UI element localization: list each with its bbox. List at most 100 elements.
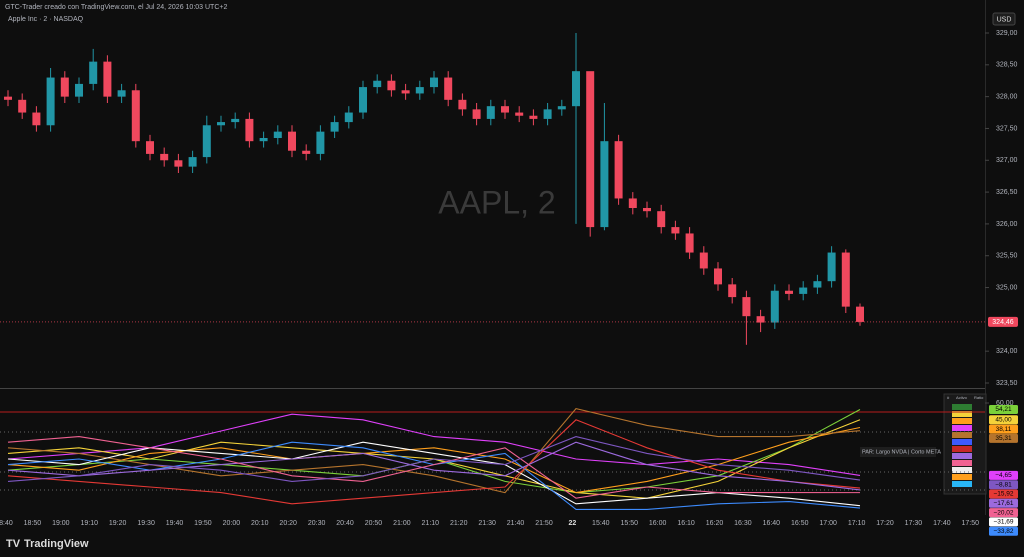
candle-body — [415, 87, 424, 94]
x-tick-label: 19:00 — [52, 520, 70, 527]
candle-body — [202, 125, 211, 158]
value-label: −33,82 — [993, 528, 1013, 535]
candle-body — [46, 77, 55, 126]
symbol-title: Apple Inc · 2 · NASDAQ — [8, 16, 84, 23]
candle-body — [316, 131, 325, 154]
x-tick-label: 21:30 — [478, 520, 496, 527]
candle-body — [146, 141, 154, 154]
candle-body — [529, 115, 538, 119]
y-tick-label: 325,50 — [996, 253, 1018, 260]
annotation: PAR: Largo NVDA | Corto META — [862, 449, 941, 455]
indicator-line — [7, 436, 861, 499]
currency-box[interactable] — [992, 12, 1016, 26]
candle-body — [600, 141, 609, 228]
value-label-box — [989, 424, 1018, 434]
value-label-box — [989, 508, 1018, 518]
value-label-box — [989, 489, 1018, 499]
candle-body — [813, 281, 822, 288]
logo: TV TradingView — [6, 538, 89, 550]
y-tick-label: 326,50 — [996, 189, 1018, 196]
candle-body — [60, 77, 69, 97]
value-label-box — [989, 517, 1018, 527]
candle-body — [699, 252, 708, 269]
brand: TradingView — [24, 538, 89, 550]
candle-body — [799, 287, 808, 294]
x-tick-label: 17:20 — [876, 520, 894, 527]
table-cell — [952, 481, 972, 487]
candle-body — [32, 112, 41, 126]
y-tick-label: 327,50 — [996, 125, 1018, 132]
candle-body — [756, 316, 765, 323]
value-label-box — [989, 433, 1018, 443]
last-price-box — [988, 316, 1018, 327]
x-tick-label: 20:10 — [251, 520, 269, 527]
candle-body — [401, 90, 410, 94]
table-cell — [952, 446, 972, 452]
candle-body — [714, 268, 722, 285]
last-price-label: 324,46 — [992, 319, 1014, 326]
candle-body — [330, 122, 339, 132]
candle-body — [387, 80, 396, 91]
x-tick-label: 17:50 — [962, 520, 980, 527]
watermark: AAPL, 2 — [438, 184, 555, 220]
x-tick-label: 17:00 — [819, 520, 837, 527]
currency[interactable]: USD — [997, 16, 1012, 23]
candle-body — [217, 122, 225, 126]
table-header: # — [947, 395, 950, 400]
x-tick-label: 18:40 — [0, 520, 13, 527]
y-tick-label: 325,00 — [996, 284, 1018, 291]
candle-body — [245, 118, 254, 142]
candle-body — [643, 208, 651, 212]
candle-body — [188, 157, 197, 167]
x-tick-label: 16:50 — [791, 520, 809, 527]
table-cell — [952, 425, 972, 431]
x-tick-label: 17:40 — [933, 520, 951, 527]
candle-body — [344, 112, 353, 123]
x-tick-label: 15:50 — [620, 520, 638, 527]
value-label: 45,00 — [995, 417, 1012, 424]
table-cell — [952, 467, 972, 473]
table-cell — [952, 460, 972, 466]
candle-body — [430, 77, 438, 88]
candle-body — [18, 99, 27, 113]
x-tick-label: 19:50 — [194, 520, 212, 527]
y-tick-label: 60,00 — [996, 400, 1014, 407]
x-tick-label: 16:30 — [734, 520, 752, 527]
value-label-box — [989, 404, 1018, 414]
y-tick-label: 324,00 — [996, 348, 1018, 355]
candle-body — [841, 252, 850, 307]
x-tick-label: 20:30 — [308, 520, 326, 527]
value-label: −4,65 — [995, 472, 1012, 479]
x-tick-label: 20:20 — [279, 520, 297, 527]
candle-body — [657, 211, 666, 228]
x-tick-label: 21:10 — [422, 520, 440, 527]
indicator-line — [7, 436, 861, 482]
y-tick-label: 328,00 — [996, 93, 1018, 100]
candle-body — [614, 141, 623, 199]
candle-body — [742, 297, 751, 317]
candle-body — [117, 90, 126, 97]
table-cell — [952, 418, 972, 424]
x-tick-label: 22 — [569, 520, 577, 527]
indicator-line — [7, 441, 861, 491]
table: # Activo Ratio — [943, 393, 987, 495]
candle-body — [671, 227, 680, 234]
candle-body — [444, 77, 453, 100]
value-label-box — [989, 498, 1018, 508]
candle-body — [458, 99, 467, 110]
candle-body — [89, 61, 98, 84]
x-tick-label: 19:30 — [137, 520, 155, 527]
candle-body — [856, 306, 864, 322]
candle-body — [131, 90, 140, 142]
x-tick-label: 21:50 — [535, 520, 553, 527]
annotation-box — [860, 447, 936, 457]
x-tick-label: 21:20 — [450, 520, 468, 527]
candle-body — [557, 106, 566, 110]
table-cell — [952, 439, 972, 445]
candle-body — [174, 160, 183, 167]
value-label: −20,02 — [993, 509, 1013, 516]
value-label: −8,81 — [995, 481, 1012, 488]
x-tick-label: 16:00 — [649, 520, 667, 527]
candle-body — [785, 290, 793, 294]
